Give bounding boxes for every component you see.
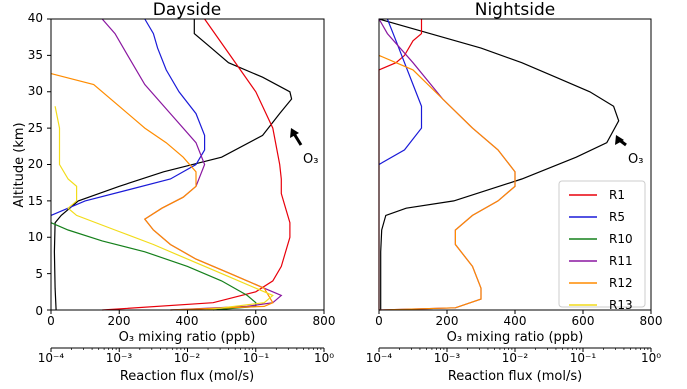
x-tick-label: 200 [436,314,459,328]
nightside-series [378,18,627,311]
o3-arrowhead [290,128,299,138]
log-tick-label: 10⁰ [641,351,661,365]
y-tick-label: 5 [35,267,43,281]
dayside-panel: Dayside Altitude (km) 0 5 10 15 20 25 30… [12,0,335,384]
dayside-secondary-x-label: Reaction flux (mol/s) [120,369,254,384]
log-tick-label: 10⁰ [314,351,334,365]
log-tick-label: 10⁻³ [106,351,133,365]
x-tick-label: 0 [375,314,383,328]
series-line-R12 [50,73,274,311]
y-tick-label: 0 [35,304,43,318]
log-tick-label: 10⁻⁴ [38,351,65,365]
o3-arrowhead [615,135,624,145]
nightside-secondary-x-axis [378,347,652,352]
nightside-secondary-x-ticks: 10⁻⁴ 10⁻³ 10⁻² 10⁻¹ 10⁰ [366,351,661,365]
dayside-series [50,18,303,311]
log-tick-label: 10⁻² [174,351,201,365]
nightside-primary-x-label: O₃ mixing ratio (ppb) [447,330,584,345]
o3-annotation-label: O₃ [303,152,318,167]
y-tick-label: 30 [28,84,43,98]
y-tick-label: 15 [28,194,43,208]
series-line-R13 [54,106,274,311]
y-tick-label: 25 [28,121,43,135]
series-line-O₃ [53,19,293,311]
altitude-axis-label: Altitude (km) [12,122,27,207]
legend-box [558,180,646,308]
x-tick-label: 400 [504,314,527,328]
x-tick-label: 800 [313,314,336,328]
series-line-R1 [102,18,291,311]
series-line-R10 [50,222,257,311]
y-tick-label: 35 [28,48,43,62]
legend-label: R12 [609,276,633,290]
series-line-R5 [378,18,423,166]
x-tick-label: 800 [640,314,663,328]
log-tick-label: 10⁻¹ [570,351,597,365]
legend-label: R1 [609,188,625,202]
x-tick-label: 0 [47,314,55,328]
dayside-title: Dayside [153,0,221,20]
legend-label: R5 [609,210,625,224]
legend-label: R10 [609,232,633,246]
series-line-R12 [378,54,516,311]
x-tick-label: 400 [176,314,199,328]
nightside-panel: Nightside O₃ R1 R5 R10 R11 R12 R13 0 200 400 … [366,0,663,384]
series-line-R1 [378,19,423,310]
legend-label: R11 [609,254,633,268]
y-tick-label: 20 [28,157,43,171]
log-tick-label: 10⁻³ [434,351,461,365]
nightside-primary-x-ticks: 0 200 400 600 800 [375,310,662,328]
log-tick-label: 10⁻¹ [243,351,270,365]
legend: R1 R5 R10 R11 R12 R13 [558,180,646,312]
x-tick-label: 600 [572,314,595,328]
nightside-title: Nightside [475,0,556,20]
y-tick-label: 40 [28,11,43,25]
log-tick-label: 10⁻² [502,351,529,365]
x-tick-label: 200 [108,314,131,328]
nightside-secondary-x-label: Reaction flux (mol/s) [448,369,582,384]
dayside-primary-x-label: O₃ mixing ratio (ppb) [119,330,256,345]
series-line-O₃ [378,18,620,310]
legend-label: R13 [609,298,633,312]
dayside-y-ticks: 0 5 10 15 20 25 30 35 40 [28,11,51,318]
series-line-R11 [378,18,516,311]
dayside-secondary-x-axis [50,347,325,352]
y-tick-label: 10 [28,230,43,244]
log-tick-label: 10⁻⁴ [366,351,393,365]
o3-annotation-label: O₃ [628,152,643,167]
x-tick-label: 600 [245,314,268,328]
series-line-R5 [50,18,206,216]
dayside-secondary-x-ticks: 10⁻⁴ 10⁻³ 10⁻² 10⁻¹ 10⁰ [38,351,334,365]
dayside-primary-x-ticks: 0 200 400 600 800 [47,310,335,328]
